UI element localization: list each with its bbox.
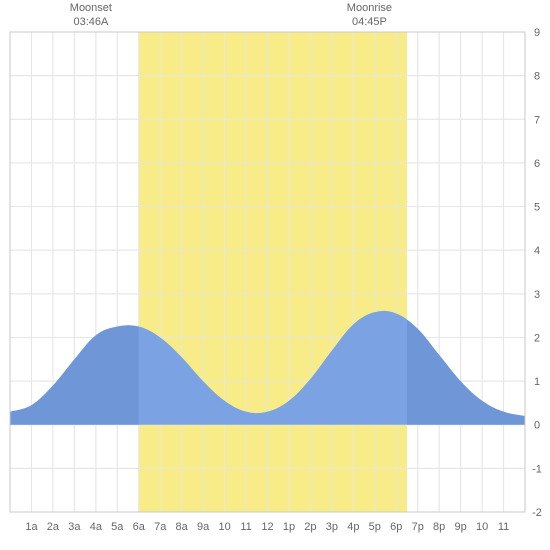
svg-text:8: 8 — [534, 71, 540, 83]
svg-text:8p: 8p — [433, 521, 445, 533]
svg-text:10: 10 — [476, 521, 488, 533]
svg-text:11: 11 — [240, 521, 251, 533]
svg-text:6a: 6a — [133, 521, 146, 533]
moonrise-annotation: Moonrise 04:45P — [339, 2, 399, 30]
svg-text:9p: 9p — [455, 521, 467, 533]
svg-text:-2: -2 — [532, 507, 542, 519]
svg-text:5: 5 — [534, 202, 540, 214]
svg-text:11: 11 — [498, 521, 509, 533]
svg-text:2a: 2a — [47, 521, 60, 533]
svg-text:1a: 1a — [25, 521, 38, 533]
svg-text:5p: 5p — [369, 521, 381, 533]
svg-text:10: 10 — [218, 521, 230, 533]
svg-text:8a: 8a — [176, 521, 189, 533]
svg-text:1p: 1p — [283, 521, 295, 533]
svg-text:0: 0 — [534, 420, 540, 432]
svg-text:12: 12 — [261, 521, 273, 533]
svg-text:3: 3 — [534, 289, 540, 301]
svg-text:6p: 6p — [390, 521, 402, 533]
moonrise-label: Moonrise — [339, 2, 399, 16]
svg-text:-1: -1 — [532, 463, 542, 475]
svg-text:7a: 7a — [154, 521, 167, 533]
svg-text:7: 7 — [534, 114, 540, 126]
svg-text:2: 2 — [534, 332, 540, 344]
moonrise-time: 04:45P — [339, 16, 399, 30]
moonset-annotation: Moonset 03:46A — [61, 2, 121, 30]
svg-text:4p: 4p — [347, 521, 359, 533]
moonset-time: 03:46A — [61, 16, 121, 30]
moonset-label: Moonset — [61, 2, 121, 16]
svg-text:3a: 3a — [68, 521, 81, 533]
svg-text:3p: 3p — [326, 521, 338, 533]
svg-text:1: 1 — [534, 376, 540, 388]
svg-text:7p: 7p — [412, 521, 424, 533]
svg-text:9a: 9a — [197, 521, 210, 533]
svg-text:6: 6 — [534, 158, 540, 170]
svg-text:5a: 5a — [111, 521, 124, 533]
svg-text:9: 9 — [534, 27, 540, 39]
svg-text:4: 4 — [534, 245, 540, 257]
svg-text:2p: 2p — [304, 521, 316, 533]
tide-chart: Moonset 03:46A Moonrise 04:45P 1a2a3a4a5… — [0, 0, 550, 550]
svg-text:4a: 4a — [90, 521, 103, 533]
chart-svg: 1a2a3a4a5a6a7a8a9a1011121p2p3p4p5p6p7p8p… — [0, 0, 550, 550]
